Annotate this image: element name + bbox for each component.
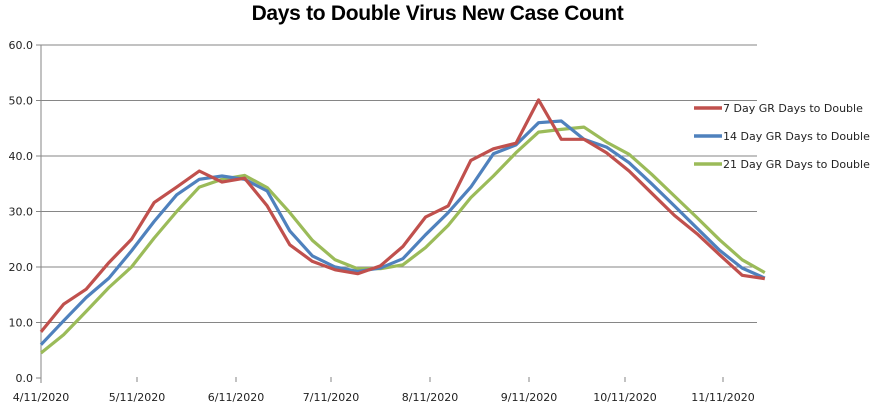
y-tick-label: 50.0 [9, 95, 34, 108]
x-tick-label: 11/11/2020 [691, 391, 754, 404]
gridlines [36, 44, 757, 379]
y-tick-label: 30.0 [9, 206, 34, 219]
series-line [39, 125, 766, 355]
axes [40, 45, 724, 383]
x-tick-label: 10/11/2020 [593, 391, 656, 404]
series-lines [39, 98, 766, 355]
chart-title: Days to Double Virus New Case Count [251, 2, 624, 25]
x-tick-label: 4/11/2020 [13, 391, 69, 404]
legend-label: 14 Day GR Days to Double [723, 130, 870, 143]
x-tick-label: 5/11/2020 [109, 391, 165, 404]
x-tick-label: 6/11/2020 [208, 391, 264, 404]
x-axis-tick-labels: 4/11/2020 5/11/2020 6/11/2020 7/11/2020 8/11… [13, 391, 755, 404]
series-line [39, 98, 766, 333]
y-tick-label: 60.0 [9, 39, 34, 52]
y-tick-label: 40.0 [9, 150, 34, 163]
y-axis-tick-labels: 0.0 10.0 20.0 30.0 40.0 50.0 60.0 [9, 39, 34, 385]
series-line [39, 119, 766, 346]
legend-label: 21 Day GR Days to Double [723, 158, 870, 171]
legend: 7 Day GR Days to Double 14 Day GR Days to… [694, 102, 870, 171]
y-tick-label: 20.0 [9, 261, 34, 274]
x-tick-label: 7/11/2020 [303, 391, 359, 404]
y-tick-label: 10.0 [9, 317, 34, 330]
legend-label: 7 Day GR Days to Double [723, 102, 863, 115]
x-tick-label: 9/11/2020 [501, 391, 557, 404]
x-tick-label: 8/11/2020 [402, 391, 458, 404]
y-tick-label: 0.0 [16, 372, 34, 385]
